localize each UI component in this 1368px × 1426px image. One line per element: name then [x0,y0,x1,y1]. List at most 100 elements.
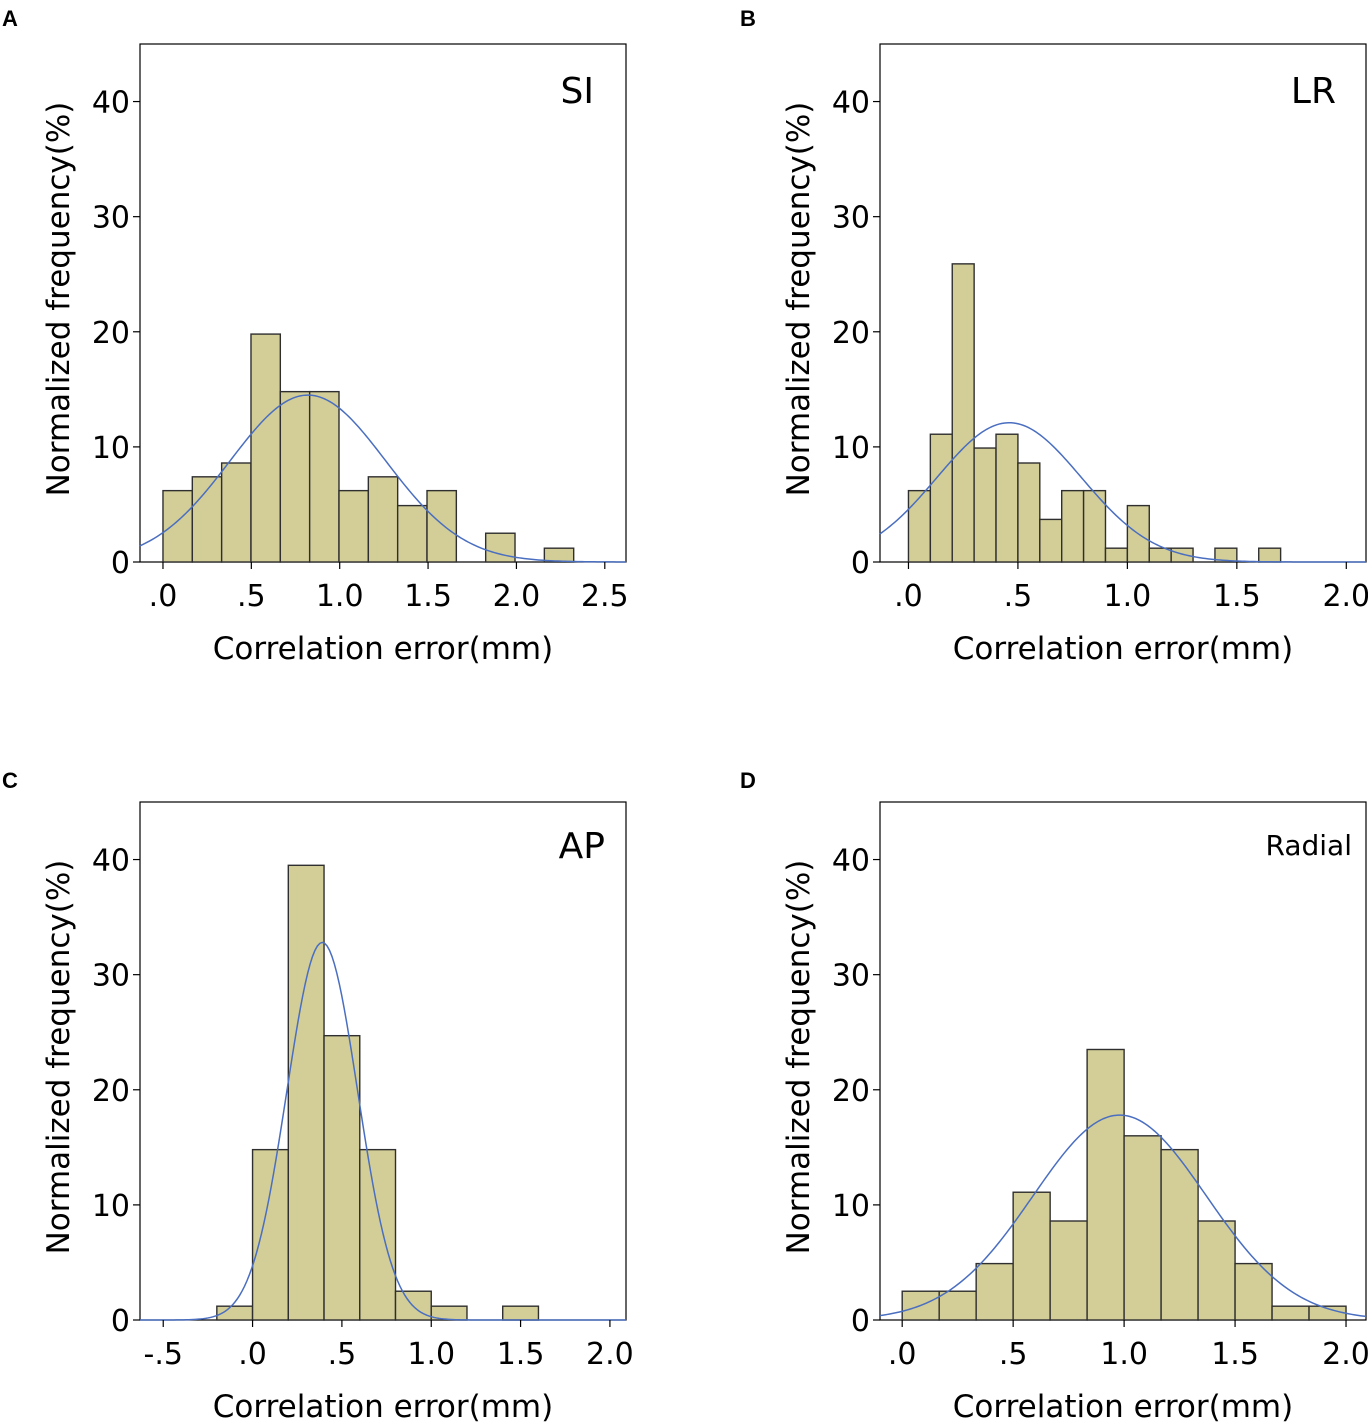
chart-panel-a: A 0 10 20 30 40 .0 .5 1.0 1.5 2.0 2.5 Correlation er… [2,6,629,667]
normal-curve [879,421,1366,563]
y-tick-label: 10 [832,431,870,466]
histogram-bar [1061,489,1085,563]
y-tick-label: 0 [851,1304,870,1339]
normal-curve [140,941,626,1321]
normal-curve [139,394,626,563]
histogram-bar [929,433,953,563]
x-tick-label: 1.5 [1213,579,1261,614]
histogram-bar [502,1305,540,1321]
y-tick-label: 40 [832,844,870,879]
x-tick-label: 1.0 [316,579,364,614]
histogram-bar [1258,547,1282,563]
panel-letter: A [2,6,18,31]
x-tick-label: 2.0 [586,1337,634,1372]
histogram-bar [426,489,458,563]
chart-title: Radial [1266,829,1353,862]
histogram-bar [250,333,282,563]
y-tick-label: 0 [111,546,130,581]
x-tick-label: 1.0 [1100,1337,1148,1372]
histogram-bar [995,433,1019,563]
y-tick-label: 20 [92,1074,130,1109]
histogram-bar [951,263,975,563]
histogram-bar [338,489,370,563]
normal-curve [879,1114,1367,1318]
x-tick-label: .5 [999,1337,1028,1372]
x-tick-label: 1.5 [404,579,452,614]
y-tick-label: 20 [832,316,870,351]
panel-letter: B [740,6,756,31]
chart-panel-b: B 0 10 20 30 40 .0 .5 1.0 1.5 2.0 Correlation error… [740,6,1368,667]
histogram-bar [1104,547,1129,563]
y-tick-label: 30 [832,201,870,236]
histogram-bar [1197,1220,1236,1321]
histogram-bar [1039,518,1063,563]
x-axis-title: Correlation error(mm) [213,1389,553,1425]
x-tick-label: .5 [237,579,266,614]
y-tick-label: 40 [92,86,130,121]
x-tick-label: .0 [894,579,923,614]
y-tick-label: 40 [832,86,870,121]
chart-panel-d: D 0 10 20 30 40 .0 .5 1.0 1.5 2.0 Correlation error… [740,768,1368,1425]
y-tick-label: 0 [111,1304,130,1339]
histogram-bar [1017,462,1041,563]
x-tick-label: 2.0 [1322,579,1368,614]
x-tick-label: .0 [888,1337,917,1372]
histogram-bar [975,1262,1014,1321]
histogram-bar [1123,1135,1162,1321]
chart-title: SI [561,71,594,112]
histogram-bar [1170,547,1194,563]
histogram-bar [1086,1048,1125,1321]
y-tick-label: 20 [832,1074,870,1109]
histogram-bar [162,489,194,563]
histogram-bar [973,447,997,563]
histogram-bar [938,1290,977,1321]
y-tick-label: 20 [92,316,130,351]
histogram-bar [1160,1148,1199,1321]
x-tick-label: 1.5 [497,1337,545,1372]
histogram-bar [1271,1305,1310,1321]
histogram-bar [323,1034,361,1321]
y-axis-title: Normalized frequency(%) [41,102,77,497]
x-tick-label: -.5 [144,1337,183,1372]
x-tick-label: 1.0 [1104,579,1152,614]
x-tick-label: .5 [328,1337,357,1372]
y-axis-title: Normalized frequency(%) [781,860,817,1255]
x-axis-title: Correlation error(mm) [213,631,553,667]
y-tick-label: 0 [851,546,870,581]
panel-letter: D [740,768,756,793]
panel-letter: C [2,768,18,793]
histogram-bar [220,462,252,563]
chart-title: AP [559,826,605,867]
y-axis-title: Normalized frequency(%) [781,102,817,497]
histogram-bar [359,1148,397,1321]
histogram-bar [308,390,340,563]
y-tick-label: 30 [832,959,870,994]
y-tick-label: 30 [92,959,130,994]
histogram-bar [1012,1191,1051,1321]
histogram-bar [1082,489,1107,563]
x-axis-title: Correlation error(mm) [953,1389,1293,1425]
x-tick-label: 2.0 [493,579,541,614]
histogram-bar [1049,1220,1088,1321]
y-axis-title: Normalized frequency(%) [41,860,77,1255]
histogram-bar [251,1148,290,1321]
histogram-bar [484,532,516,563]
histogram-bar [287,864,325,1321]
y-tick-label: 10 [92,1189,130,1224]
x-tick-label: .5 [1004,579,1033,614]
x-tick-label: .0 [238,1337,267,1372]
x-axis-title: Correlation error(mm) [953,631,1293,667]
y-tick-label: 30 [92,201,130,236]
x-tick-label: 1.0 [407,1337,455,1372]
y-tick-label: 10 [832,1189,870,1224]
histogram-bar [1234,1262,1273,1321]
chart-panel-c: C 0 10 20 30 40 -.5 .0 .5 1.0 1.5 2.0 Correlation er… [2,768,634,1425]
histogram-bar [396,504,428,563]
chart-title: LR [1291,71,1336,112]
histogram-bar [907,489,932,563]
histogram-bar [543,547,575,563]
y-tick-label: 40 [92,844,130,879]
histogram-bar [279,390,311,563]
x-tick-label: .0 [149,579,178,614]
